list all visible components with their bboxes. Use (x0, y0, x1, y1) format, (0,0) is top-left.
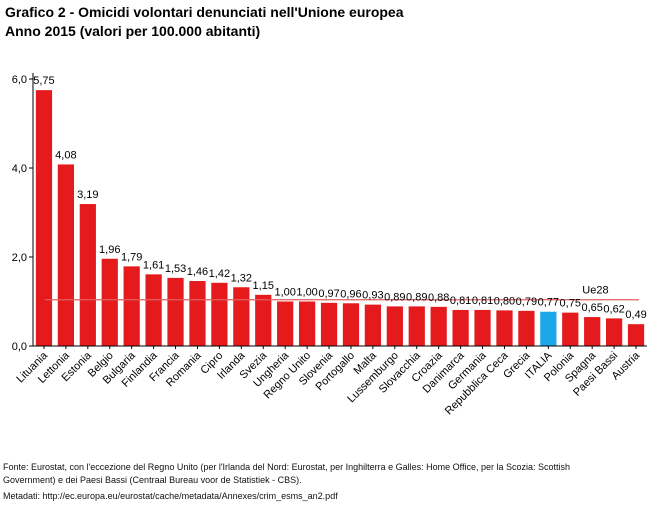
data-label: 1,53 (165, 263, 186, 275)
bar-cipro (211, 282, 228, 346)
bar-malta (364, 304, 382, 346)
data-label: 0,65 (581, 302, 602, 314)
bar-lituania (35, 90, 53, 347)
y-tick-label: 4,0 (12, 163, 27, 175)
bar-paesi-bassi (605, 318, 623, 346)
data-label: 0,62 (603, 303, 624, 315)
data-label: 0,97 (318, 288, 339, 300)
data-label: 0,81 (472, 295, 493, 307)
data-label: 0,93 (362, 290, 383, 302)
bar-austria (627, 324, 645, 346)
bar-grecia (518, 310, 535, 346)
bar-francia (167, 277, 184, 346)
y-tick-label: 2,0 (12, 252, 27, 264)
data-label: 1,32 (231, 272, 252, 284)
bar-lettonia (57, 164, 75, 346)
bar-regno-unito (298, 301, 316, 346)
bar-spagna (584, 317, 601, 346)
y-tick-label: 6,0 (12, 74, 27, 86)
bar-irlanda (233, 287, 250, 346)
reference-line-label: Ue28 (582, 285, 608, 297)
bar-svezia (255, 294, 272, 346)
data-label: 3,19 (77, 189, 98, 201)
data-label: 0,49 (625, 309, 646, 321)
bar-bulgaria (123, 266, 140, 346)
bar-belgio (101, 258, 118, 346)
source-note-line-1: Fonte: Eurostat, con l'eccezione del Reg… (3, 462, 571, 472)
data-label: 0,81 (450, 295, 471, 307)
data-label: 1,79 (121, 251, 142, 263)
data-label: 0,89 (406, 291, 427, 303)
data-label: 0,79 (516, 296, 537, 308)
bar-polonia (562, 312, 579, 347)
bar-finlandia (145, 274, 162, 346)
data-label: 0,77 (538, 297, 559, 309)
bar-estonia (79, 204, 96, 346)
bar-italia (540, 311, 557, 346)
data-label: 1,61 (143, 259, 164, 271)
bar-lussemburgo (386, 306, 403, 346)
bar-croazia (430, 306, 447, 346)
data-label: 1,00 (274, 287, 295, 299)
chart-subtitle: Anno 2015 (valori per 100.000 abitanti) (5, 23, 261, 39)
bar-germania (474, 309, 491, 346)
bar-danimarca (452, 309, 469, 346)
bar-slovenia (320, 302, 338, 346)
metadata-note: Metadati: http://ec.europa.eu/eurostat/c… (3, 491, 338, 501)
chart-title: Grafico 2 - Omicidi volontari denunciati… (5, 4, 404, 20)
data-label: 1,46 (187, 266, 208, 278)
data-label: 0,89 (384, 291, 405, 303)
bar-romania (189, 281, 206, 346)
data-label: 4,08 (55, 149, 76, 161)
data-label: 1,00 (296, 287, 317, 299)
bar-portogallo (342, 303, 360, 346)
data-label: 0,96 (340, 288, 361, 300)
data-label: 1,42 (209, 268, 230, 280)
bar-slovacchia (408, 306, 425, 346)
data-label: 1,96 (99, 244, 120, 256)
source-note-line-2: Government) e dei Paesi Bassi (Centraal … (3, 475, 302, 485)
bar-repubblica-ceca (496, 310, 513, 346)
y-tick-label: 0,0 (12, 341, 27, 353)
bar-ungheria (277, 301, 294, 346)
data-label: 5,75 (33, 75, 54, 87)
data-label: 0,88 (428, 292, 449, 304)
data-label: 0,75 (560, 298, 581, 310)
data-label: 0,80 (494, 295, 515, 307)
data-label: 1,15 (253, 280, 274, 292)
chart-title-block: Grafico 2 - Omicidi volontari denunciati… (5, 3, 404, 41)
